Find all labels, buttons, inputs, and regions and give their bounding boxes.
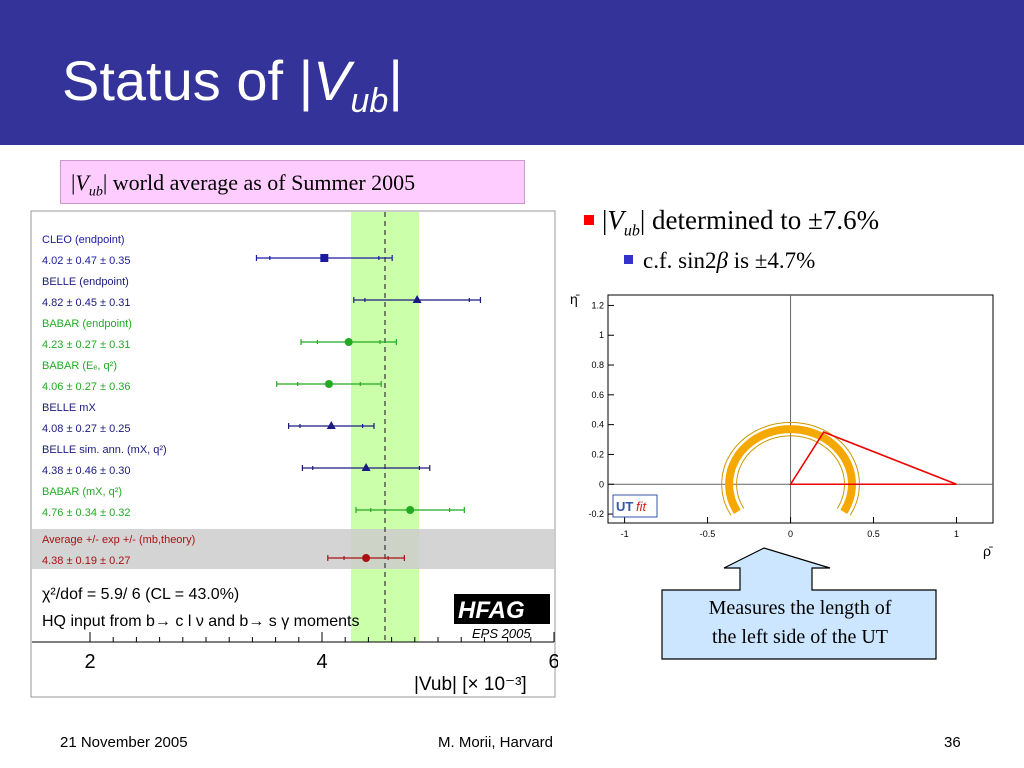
measurement-label: BABAR (Eₑ, q²) bbox=[42, 360, 117, 372]
hfag-logo-bg bbox=[454, 594, 550, 624]
footer-author: M. Morii, Harvard bbox=[438, 734, 554, 751]
measurement-value: 4.06 ± 0.27 ± 0.36 bbox=[42, 381, 131, 393]
x-tick-label: 4 bbox=[316, 651, 327, 673]
hfag-vub-plot: CLEO (endpoint) 4.02 ± 0.47 ± 0.35 BELLE (… bbox=[30, 210, 558, 698]
data-point bbox=[361, 463, 371, 471]
utfit-logo-box bbox=[612, 494, 658, 518]
measurement-value: 4.76 ± 0.34 ± 0.32 bbox=[42, 507, 131, 519]
x-tick-label: 6 bbox=[548, 651, 558, 673]
utfit-y-tick-label: 0 bbox=[599, 479, 604, 489]
measurement-label: BELLE sim. ann. (mX, q²) bbox=[42, 444, 167, 456]
utfit-x-tick-label: 0.5 bbox=[867, 529, 880, 539]
utfit-y-tick-label: 1.2 bbox=[591, 300, 604, 310]
utfit-x-tick-label: 1 bbox=[954, 529, 959, 539]
measurement-value: 4.02 ± 0.47 ± 0.35 bbox=[42, 255, 131, 267]
callout-arrow-shape bbox=[661, 547, 937, 660]
measurement-label: BABAR (endpoint) bbox=[42, 318, 132, 330]
average-point bbox=[362, 554, 371, 562]
hq-input-text: HQ input from b→ c l ν and b→ s γ moment… bbox=[42, 613, 359, 630]
utfit-ring-outer bbox=[721, 421, 860, 516]
title-bar: Status of |Vub| bbox=[0, 0, 1024, 145]
average-row-shade bbox=[32, 529, 554, 569]
utfit-y-tick-label: 0.8 bbox=[591, 360, 604, 370]
slide-title: Status of |Vub| bbox=[62, 49, 403, 120]
utfit-y-tick-label: 0.6 bbox=[591, 390, 604, 400]
x-tick-label: 2 bbox=[84, 651, 95, 673]
utfit-y-tick-label: 0.4 bbox=[591, 420, 604, 430]
utfit-logo-ut: UT bbox=[616, 499, 633, 514]
measurement-label: BELLE mX bbox=[42, 402, 96, 414]
measurement-value: 4.38 ± 0.46 ± 0.30 bbox=[42, 465, 131, 477]
average-value: 4.38 ± 0.19 ± 0.27 bbox=[42, 555, 131, 567]
utfit-y-tick-label: 1 bbox=[599, 330, 604, 340]
utfit-y-tick-label: -0.2 bbox=[588, 509, 604, 519]
bullet-sin2beta: c.f. sin2β is ±4.7% bbox=[624, 248, 879, 274]
data-point bbox=[320, 254, 329, 262]
footer-date: 21 November 2005 bbox=[60, 734, 188, 751]
data-point bbox=[406, 506, 415, 514]
unitarity-triangle bbox=[789, 431, 957, 486]
callout-text: Measures the length of the left side of t… bbox=[708, 597, 892, 648]
measurement-value: 4.82 ± 0.45 ± 0.31 bbox=[42, 297, 131, 309]
bullet-square-icon bbox=[584, 215, 594, 225]
measurement-label: BELLE (endpoint) bbox=[42, 276, 129, 288]
bullet-vub-precision: |Vub| determined to ±7.6% bbox=[584, 205, 879, 240]
measurement-value: 4.08 ± 0.27 ± 0.25 bbox=[42, 423, 131, 435]
utfit-y-label: η̄ bbox=[570, 291, 580, 307]
utfit-logo-fit: fit bbox=[636, 499, 648, 514]
x-axis-ticks: 2 4 6 bbox=[84, 632, 558, 673]
sub-bullet-square-icon bbox=[624, 255, 633, 265]
utfit-x-tick-label: -0.5 bbox=[700, 529, 716, 539]
utfit-x-label: ρ̄ bbox=[983, 543, 993, 559]
average-label: Average +/- exp +/- (mb,theory) bbox=[42, 534, 195, 546]
plot-caption: |Vub| world average as of Summer 2005 bbox=[60, 160, 525, 204]
utfit-ticks: -1 -0.5 0 0.5 1 -0.2 0 0.2 0.4 0.6 0.8 1 1.2 bbox=[588, 300, 959, 539]
measurement-label: BABAR (mX, q²) bbox=[42, 486, 122, 498]
chi2-text: χ²/dof = 5.9/ 6 (CL = 43.0%) bbox=[42, 586, 239, 603]
x-axis-label: |Vub| [× 10⁻³] bbox=[414, 674, 527, 695]
utfit-x-tick-label: 0 bbox=[788, 529, 793, 539]
utfit-plot: -1 -0.5 0 0.5 1-0.200.20.40.60.811.2 UT fit … bbox=[570, 291, 994, 559]
data-point bbox=[344, 338, 353, 346]
measurement-value: 4.23 ± 0.27 ± 0.31 bbox=[42, 339, 131, 351]
measurement-label: CLEO (endpoint) bbox=[42, 234, 125, 246]
hfag-logo: HFAG bbox=[458, 597, 525, 624]
data-point bbox=[412, 295, 422, 303]
utfit-frame bbox=[607, 294, 994, 524]
utfit-y-tick-label: 0.2 bbox=[591, 449, 604, 459]
data-point bbox=[324, 380, 333, 388]
bullet-list: |Vub| determined to ±7.6% c.f. sin2β is … bbox=[584, 205, 879, 274]
hfag-logo-sub: EPS 2005 bbox=[472, 626, 531, 641]
utfit-ring-inner bbox=[736, 435, 846, 509]
callout-box: Measures the length of the left side of t… bbox=[660, 546, 940, 662]
utfit-vub-ring bbox=[725, 425, 856, 514]
footer-page-number: 36 bbox=[944, 734, 961, 751]
data-point bbox=[326, 421, 336, 429]
utfit-x-tick-label: -1 bbox=[621, 529, 629, 539]
measurement-group: CLEO (endpoint) 4.02 ± 0.47 ± 0.35 BELLE (… bbox=[42, 234, 482, 567]
